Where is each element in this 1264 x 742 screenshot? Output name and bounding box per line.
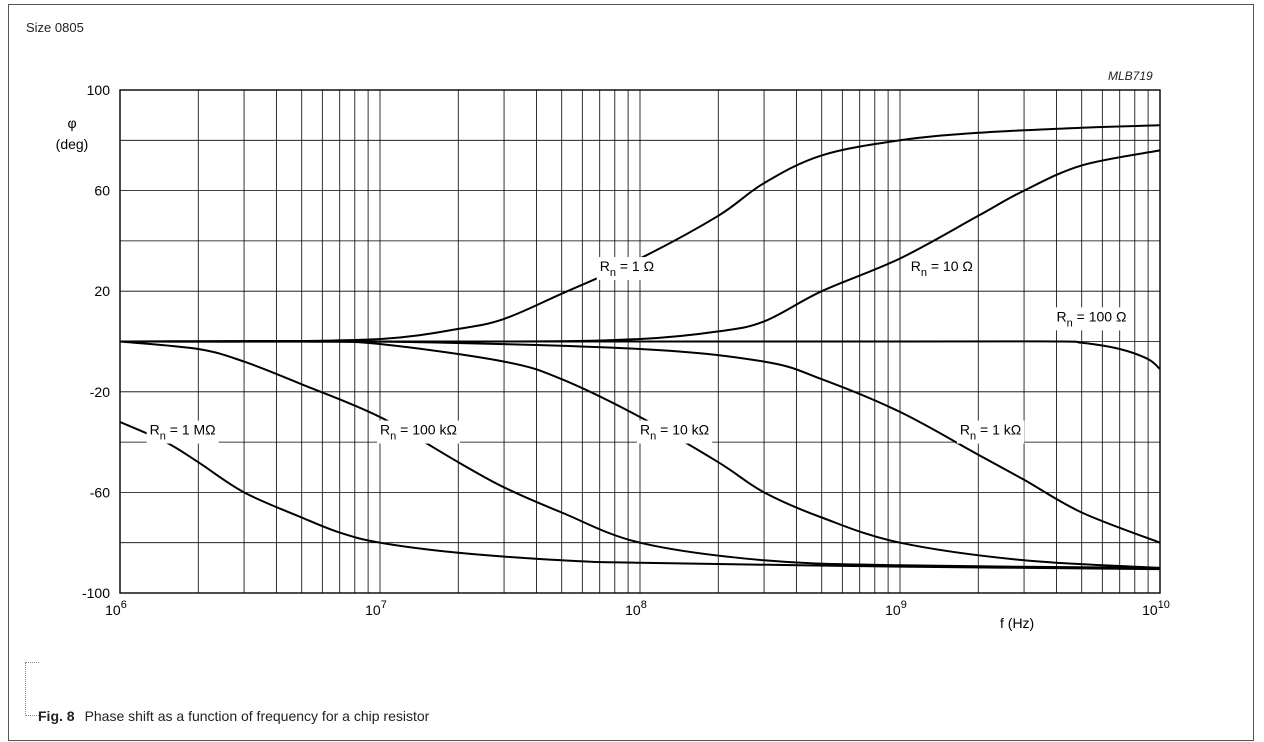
x-axis-label: f (Hz) [1000,615,1034,631]
series-label-bg [907,257,976,281]
x-tick-label: 107 [365,599,387,618]
chart-curves [119,124,1161,571]
figure-code: MLB719 [1108,69,1153,83]
series-line-0 [119,124,1161,343]
series-label-bg [377,420,460,444]
x-tick-label: 106 [105,599,127,618]
figure-number: Fig. 8 [38,708,75,724]
series-label-5: Rn = 100 kΩ [380,422,457,443]
series-line-6 [119,421,1161,571]
y-tick-label: 60 [94,183,110,199]
series-label-3: Rn = 1 kΩ [960,422,1021,443]
x-tick-label: 109 [885,599,907,618]
series-label-6: Rn = 1 MΩ [150,422,216,443]
figure-caption: Fig. 8 Phase shift as a function of frequ… [38,708,429,724]
figure-frame [8,4,1254,741]
caption-text: Phase shift as a function of frequency f… [84,708,430,724]
y-axis-symbol: φ [67,115,76,131]
series-label-2: Rn = 100 Ω [1057,308,1127,329]
series-label-bg [146,420,219,444]
caption-bracket [25,662,39,716]
y-tick-label: -60 [90,484,110,500]
y-tick-label: -20 [90,384,110,400]
series-label-4: Rn = 10 kΩ [640,422,709,443]
series-label-bg [637,420,713,444]
series-label-bg [956,420,1025,444]
size-label: Size 0805 [26,20,84,35]
series-line-3 [119,339,1161,544]
x-tick-label: 1010 [1142,599,1170,618]
x-tick-label: 108 [625,599,647,618]
y-axis-unit: (deg) [56,136,89,152]
y-tick-label: 100 [87,82,111,98]
y-tick-label: -100 [82,585,110,601]
series-line-2 [119,340,1161,370]
series-label-0: Rn = 1 Ω [600,258,654,279]
series-label-bg [596,257,658,281]
series-label-1: Rn = 10 Ω [911,258,973,279]
y-tick-label: 20 [94,283,110,299]
series-line-5 [119,340,1161,569]
series-label-bg [1053,307,1130,331]
